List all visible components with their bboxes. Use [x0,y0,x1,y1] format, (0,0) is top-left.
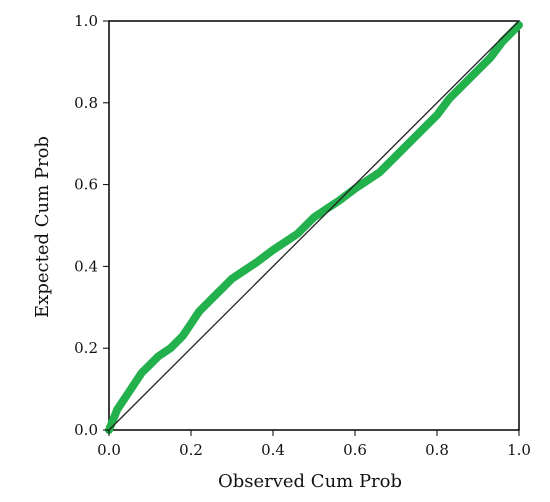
x-tick-label: 0.0 [97,441,121,459]
x-tick-label: 0.2 [179,441,203,459]
y-axis-title: Expected Cum Prob [32,136,53,318]
x-tick-label: 0.8 [425,441,449,459]
x-tick-label: 0.4 [261,441,285,459]
x-axis-ticks: 0.0 0.2 0.4 0.6 0.8 1.0 [97,430,531,459]
x-axis-title: Observed Cum Prob [218,471,402,492]
y-tick-label: 0.8 [74,94,98,112]
y-tick-label: 0.0 [74,421,98,439]
plot-frame [108,20,520,431]
reference-line [108,20,520,431]
x-tick-label: 0.6 [343,441,367,459]
y-tick-label: 1.0 [74,12,98,30]
series-group [105,20,523,434]
y-tick-label: 0.4 [74,257,98,275]
y-tick-label: 0.6 [74,176,98,194]
y-axis-ticks: 0.0 0.2 0.4 0.6 0.8 1.0 [74,12,109,439]
x-tick-label: 1.0 [507,441,531,459]
series-line-0 [105,21,523,434]
y-tick-label: 0.2 [74,339,98,357]
plot-area [108,20,520,431]
